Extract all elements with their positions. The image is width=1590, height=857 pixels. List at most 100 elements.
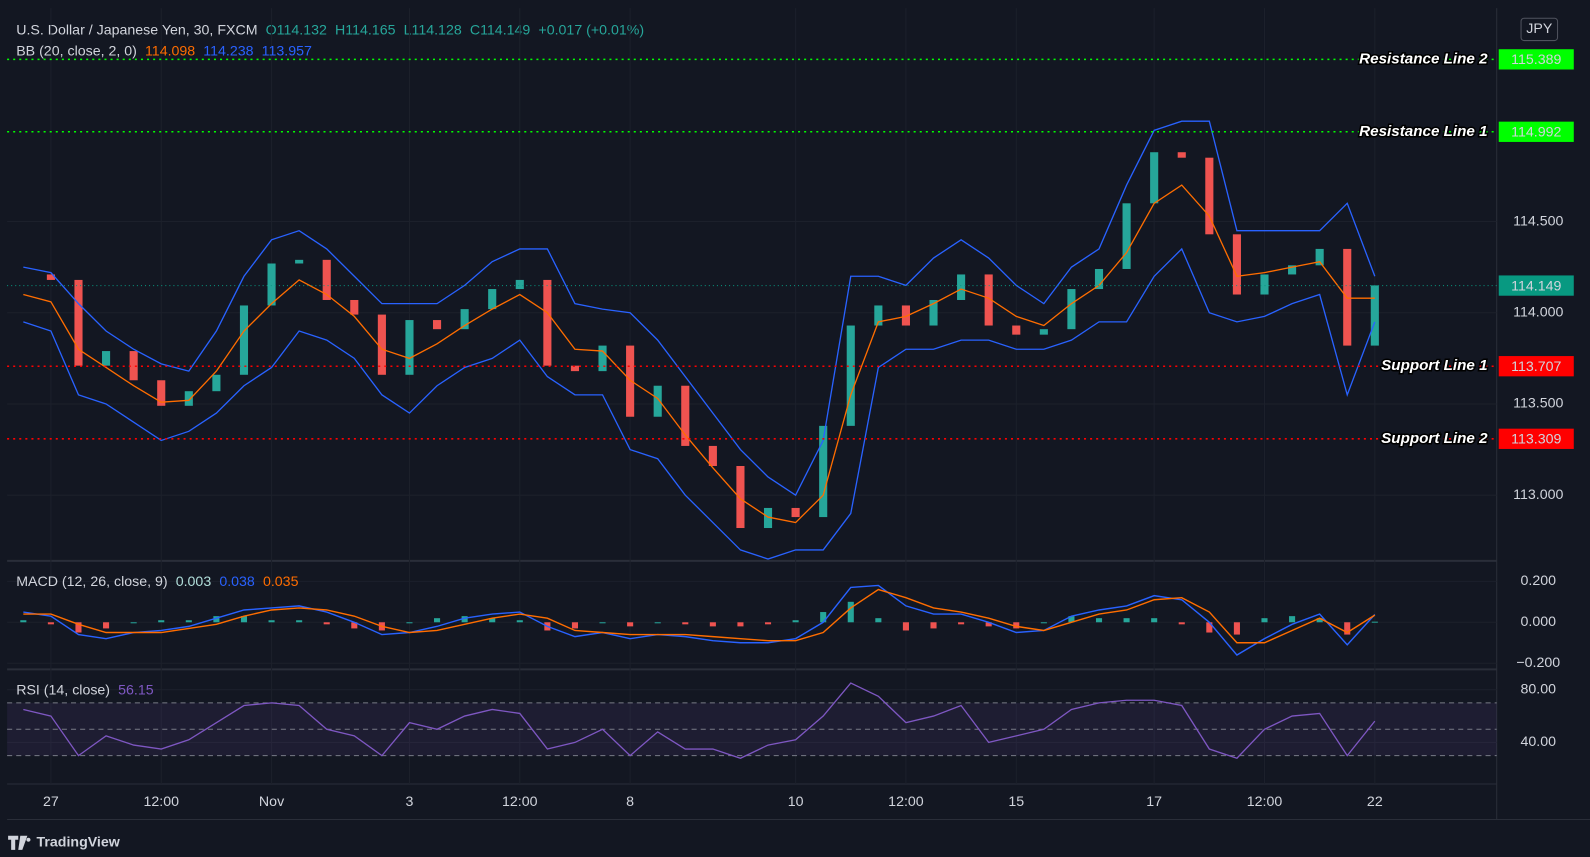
y-tick-label: 40.00 xyxy=(1521,734,1557,750)
candle xyxy=(598,345,607,372)
indicator-legend: RSI (14, close) 56.15 xyxy=(16,682,154,698)
indicator-value: 0.035 xyxy=(263,574,299,590)
indicator-value: 114.238 xyxy=(203,43,253,59)
candle xyxy=(1012,325,1021,335)
indicator-title: MACD (12, 26, close, 9) xyxy=(16,574,167,590)
histogram-bar xyxy=(323,622,330,625)
level-tag xyxy=(1498,121,1574,142)
histogram-bar xyxy=(1040,622,1047,624)
indicator-value: 114.098 xyxy=(145,43,195,59)
currency[interactable]: JPY xyxy=(1526,21,1553,37)
x-tick-label: 3 xyxy=(406,794,414,810)
histogram-bar xyxy=(296,620,303,623)
histogram-bar xyxy=(213,616,220,623)
candle xyxy=(1288,265,1297,275)
histogram-bar xyxy=(130,622,137,624)
histogram-bar xyxy=(1013,622,1020,629)
symbol: U.S. Dollar / Japanese Yen, 30, FXCM xyxy=(16,22,257,38)
histogram-bar xyxy=(268,620,275,623)
currency-box[interactable] xyxy=(1520,17,1559,42)
histogram-bar xyxy=(158,620,165,623)
candle xyxy=(1232,234,1241,295)
indicator-title: RSI (14, close) xyxy=(16,682,110,698)
candle xyxy=(1122,203,1131,269)
x-tick-label: 27 xyxy=(43,794,59,810)
level-label: Support Line 1 xyxy=(1381,357,1487,374)
histogram-bar xyxy=(1316,618,1323,623)
candle xyxy=(819,425,828,518)
last-price-tag xyxy=(1498,275,1574,296)
histogram-bar xyxy=(351,622,358,629)
level-label: Resistance Line 2 xyxy=(1359,50,1488,67)
indicator-title: BB (20, close, 2, 0) xyxy=(16,43,137,59)
histogram-bar xyxy=(1123,618,1130,623)
candle xyxy=(763,507,773,529)
bb-line xyxy=(23,184,1375,524)
candle xyxy=(957,274,966,300)
histogram-bar xyxy=(489,618,496,623)
logo[interactable] xyxy=(8,835,31,850)
level-tag xyxy=(1498,356,1574,377)
histogram-bar xyxy=(654,622,661,624)
histogram-bar xyxy=(75,622,82,633)
candle xyxy=(1205,157,1214,235)
candle xyxy=(515,279,524,290)
bb-line xyxy=(23,247,1376,560)
y-tick-label: 114.500 xyxy=(1513,213,1563,229)
level-label: Resistance Line 1 xyxy=(1359,123,1487,140)
rsi-line xyxy=(23,682,1376,760)
histogram-bar xyxy=(571,622,578,629)
x-tick-label: 22 xyxy=(1367,794,1383,810)
x-tick-label: 10 xyxy=(788,794,804,810)
histogram-bar xyxy=(20,620,27,623)
level-value: 113.309 xyxy=(1511,432,1561,448)
candle xyxy=(488,289,497,310)
level-value: 115.389 xyxy=(1511,52,1561,68)
x-tick-label: 12:00 xyxy=(502,794,538,810)
histogram-bar xyxy=(764,622,772,625)
candle xyxy=(681,385,690,446)
histogram-bar xyxy=(847,601,854,623)
histogram-bar xyxy=(875,618,882,623)
histogram-bar xyxy=(1289,616,1296,623)
candle xyxy=(460,309,469,330)
histogram-bar xyxy=(185,620,192,623)
indicator-value: 113.957 xyxy=(262,43,312,59)
candle xyxy=(212,374,221,392)
x-tick-label: Nov xyxy=(259,794,285,810)
histogram-bar xyxy=(902,622,909,631)
histogram-bar xyxy=(792,620,799,623)
histogram-bar xyxy=(1151,618,1158,623)
histogram-bar xyxy=(47,622,54,625)
indicator-legend: MACD (12, 26, close, 9) 0.003 0.038 0.035 xyxy=(16,574,298,590)
y-tick-label: 80.00 xyxy=(1521,681,1557,697)
histogram-bar xyxy=(737,622,744,627)
histogram-bar xyxy=(682,622,689,625)
histogram-bar xyxy=(516,620,523,623)
histogram-bar xyxy=(1371,621,1378,623)
histogram-bar xyxy=(434,618,441,623)
change: +0.017 (+0.01%) xyxy=(538,22,644,38)
x-tick-label: 15 xyxy=(1008,794,1024,810)
indicator-legend: BB (20, close, 2, 0) 114.098 114.238 113.95… xyxy=(16,43,312,59)
y-tick-label: 0.000 xyxy=(1521,614,1557,630)
histogram-bar xyxy=(103,622,110,629)
y-tick-label: 113.500 xyxy=(1513,396,1563,412)
histogram-bar xyxy=(627,622,634,627)
candle xyxy=(1177,152,1186,158)
histogram-bar xyxy=(461,616,468,623)
candle xyxy=(929,299,938,326)
branding[interactable]: TradingView xyxy=(37,835,121,851)
open: O114.132 xyxy=(266,22,327,38)
candle xyxy=(350,299,359,315)
histogram-bar xyxy=(985,622,992,627)
header-legend: U.S. Dollar / Japanese Yen, 30, FXCM O114… xyxy=(16,22,644,38)
y-tick-label: 0.200 xyxy=(1521,573,1557,589)
candle xyxy=(322,259,331,300)
last-price-value: 114.149 xyxy=(1511,278,1561,294)
candle xyxy=(984,274,993,326)
candle xyxy=(74,279,83,366)
